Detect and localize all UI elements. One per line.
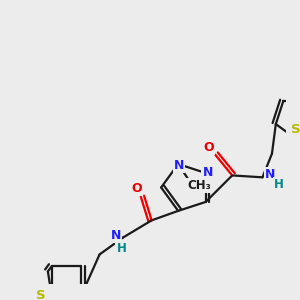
- Text: S: S: [35, 289, 45, 300]
- Text: S: S: [291, 122, 300, 136]
- Text: N: N: [110, 229, 121, 242]
- Text: N: N: [265, 168, 275, 181]
- Text: CH₃: CH₃: [187, 179, 211, 192]
- Text: N: N: [202, 166, 213, 178]
- Text: O: O: [203, 140, 214, 154]
- Text: O: O: [131, 182, 142, 195]
- Text: N: N: [174, 159, 184, 172]
- Text: H: H: [274, 178, 284, 191]
- Text: H: H: [116, 242, 126, 255]
